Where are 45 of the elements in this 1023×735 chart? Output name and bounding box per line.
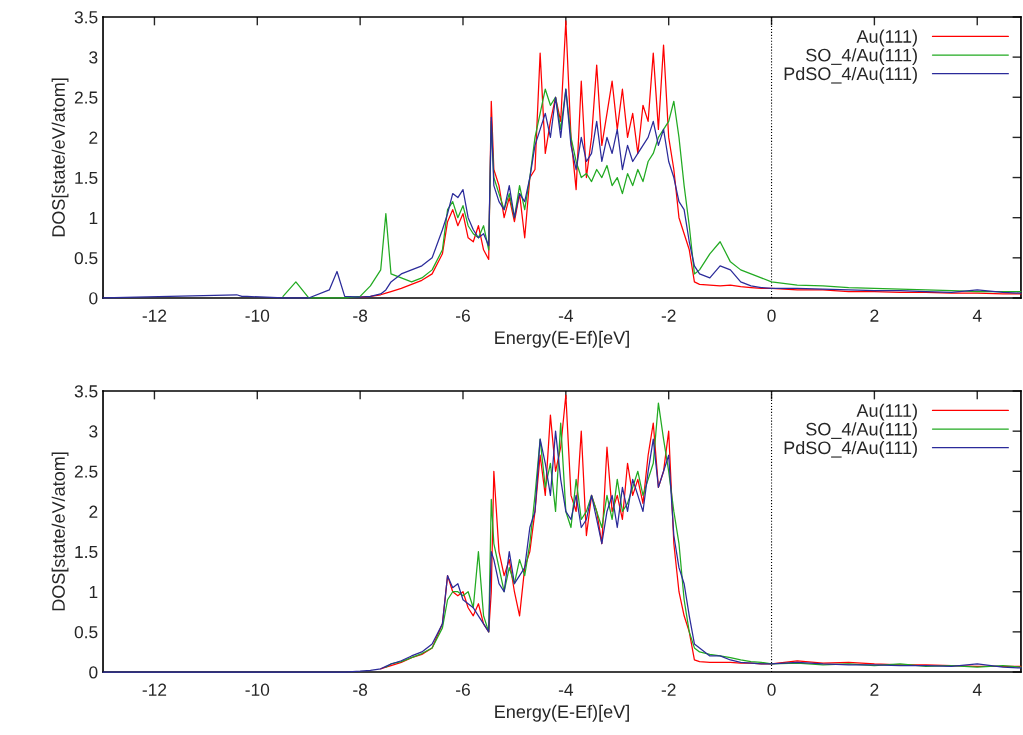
x-axis-title: Energy(E-Ef)[eV] [495, 704, 629, 722]
x-axis-title: Energy(E-Ef)[eV] [495, 330, 629, 348]
x-tick-label: 2 [870, 683, 879, 696]
x-tick-label: 4 [972, 683, 982, 696]
y-tick-label: 0 [89, 292, 98, 305]
x-tick-label: -8 [353, 309, 368, 322]
x-tick-label: -8 [353, 683, 368, 696]
x-tick-label: -10 [245, 683, 270, 696]
y-tick-label: 1.5 [75, 171, 98, 185]
y-tick-label: 3 [89, 425, 98, 438]
legend-label: PdSO_4/Au(111) [784, 66, 917, 84]
legend-label: SO_4/Au(111) [806, 422, 917, 440]
x-tick-label: -12 [142, 309, 167, 322]
x-tick-label: -6 [456, 309, 470, 322]
x-tick-label: -2 [661, 683, 676, 696]
y-tick-label: 1 [89, 586, 98, 599]
x-tick-label: -12 [142, 683, 167, 696]
y-tick-label: 3.5 [74, 11, 98, 24]
y-tick-label: 3.5 [74, 385, 98, 398]
y-tick-label: 2 [89, 505, 98, 518]
x-tick-label: -10 [245, 309, 270, 322]
y-tick-label: 2.5 [74, 465, 98, 478]
legend-label: Au(111) [856, 29, 917, 47]
y-tick-label: 1 [89, 212, 98, 224]
y-axis-title: DOS[state/eV/atom] [51, 78, 69, 237]
line-series [282, 88, 1022, 299]
x-tick-label: -4 [558, 309, 574, 322]
x-tick-label: -2 [661, 309, 676, 322]
y-tick-label: 1.5 [75, 545, 98, 559]
x-tick-label: -4 [558, 683, 574, 696]
x-tick-label: 4 [972, 309, 982, 322]
x-tick-label: 0 [767, 309, 776, 322]
y-tick-label: 3 [89, 51, 98, 64]
y-tick-label: 0.5 [74, 252, 98, 265]
legend-label: SO_4/Au(111) [806, 48, 917, 66]
x-tick-label: 0 [767, 683, 776, 696]
y-tick-label: 2 [89, 131, 98, 144]
y-tick-label: 2.5 [74, 91, 98, 104]
y-tick-label: 0.5 [74, 626, 98, 639]
y-axis-title: DOS[state/eV/atom] [51, 452, 69, 611]
x-tick-label: -6 [456, 683, 470, 696]
y-tick-label: 0 [89, 666, 98, 679]
legend-label: PdSO_4/Au(111) [784, 440, 917, 458]
x-tick-label: 2 [870, 309, 879, 322]
legend-label: Au(111) [856, 403, 917, 421]
